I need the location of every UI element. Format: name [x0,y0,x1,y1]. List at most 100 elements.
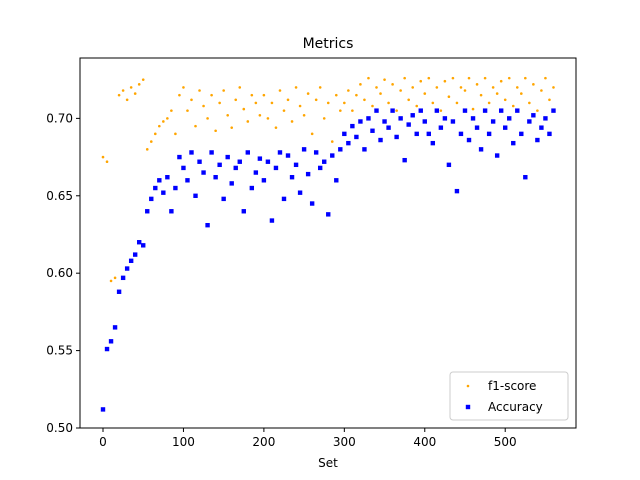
point [294,86,298,89]
point [213,175,218,180]
point [273,165,279,171]
point [137,240,142,245]
point [197,159,202,164]
point [190,98,193,102]
point [378,137,383,143]
point [536,109,539,112]
point [178,93,181,97]
point [507,116,512,121]
point [124,266,130,271]
point [338,147,343,152]
point [527,119,532,124]
point [544,76,547,80]
x-tick-label: 300 [333,435,356,449]
point [326,101,330,105]
point [367,76,370,80]
legend-label: Accuracy [488,400,543,414]
legend-label: f1-score [488,379,536,393]
point [234,98,238,102]
point [317,165,323,171]
point [470,116,476,121]
point [462,108,468,113]
point [128,258,134,264]
point [286,98,290,102]
point [399,89,402,92]
point [528,101,531,105]
point [274,126,278,129]
point [258,113,262,117]
point [422,119,427,124]
point [494,153,500,158]
point [104,346,110,352]
point [133,92,137,95]
point [363,98,366,102]
point [281,196,287,202]
point [262,93,266,97]
point [201,170,206,175]
point [374,108,379,113]
point [486,131,492,137]
point [520,92,523,95]
point [495,92,499,95]
point [153,185,158,191]
point [407,98,410,102]
point [209,150,214,155]
x-tick-label: 0 [99,435,107,449]
point [108,339,114,344]
point [455,101,459,105]
point [310,132,314,136]
point [515,86,519,89]
point [169,209,174,214]
y-tick-label: 0.65 [46,189,73,203]
point [519,131,524,137]
legend-box [449,371,569,421]
point [511,104,515,108]
point [298,104,302,108]
point [153,132,157,136]
point [383,78,386,81]
point [430,140,436,146]
point [334,93,338,97]
point [210,93,213,97]
point [482,108,488,113]
point [398,116,403,121]
point [141,243,146,248]
point [451,76,455,80]
point [158,124,161,128]
point [277,150,283,155]
point [293,162,299,168]
point [306,92,310,95]
point [471,107,475,111]
point [285,153,291,158]
point [145,148,149,151]
legend-marker [466,384,470,388]
point [535,137,540,143]
point [551,108,556,113]
point [254,101,258,105]
point [475,83,479,86]
point [314,98,318,102]
point [162,120,165,123]
point [458,131,464,137]
point [463,89,467,92]
point [225,154,230,160]
point [498,108,504,113]
point [438,125,444,130]
point [186,109,189,112]
point [245,150,251,155]
point [387,101,390,105]
point [479,93,483,97]
point [343,101,346,105]
point [478,147,484,152]
point [474,125,480,130]
point [511,140,516,146]
point [221,196,226,202]
point [229,181,234,186]
point [346,140,351,146]
point [503,125,508,130]
point [547,131,552,137]
point [265,159,271,164]
point [410,113,415,118]
point [487,101,491,105]
